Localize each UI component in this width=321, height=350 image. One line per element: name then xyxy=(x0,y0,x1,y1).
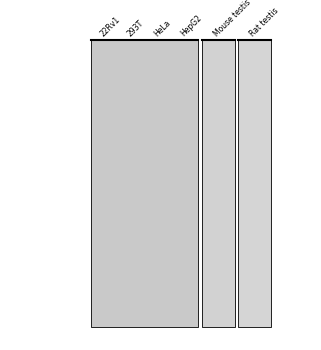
Text: HeLa: HeLa xyxy=(152,19,172,38)
Text: 22Rv1: 22Rv1 xyxy=(99,15,122,38)
Text: 293T: 293T xyxy=(125,19,145,38)
Text: HepG2: HepG2 xyxy=(179,14,204,38)
Text: Rat testis: Rat testis xyxy=(248,6,281,38)
Text: Mouse testis: Mouse testis xyxy=(212,0,252,38)
